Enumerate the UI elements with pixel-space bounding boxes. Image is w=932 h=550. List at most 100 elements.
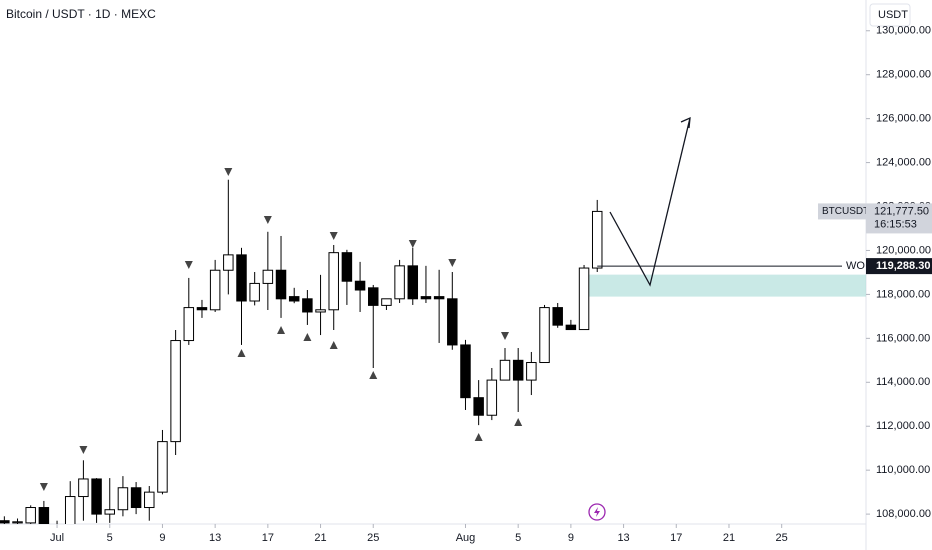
y-tick-label: 114,000.00 (876, 376, 930, 388)
y-tick-label: 128,000.00 (876, 69, 931, 81)
x-tick-label: 25 (776, 532, 788, 544)
signal-marker (39, 483, 48, 491)
candle-body (104, 509, 115, 515)
candle-body (209, 269, 221, 311)
y-tick-label: 112,000.00 (876, 420, 930, 432)
level-badge (866, 258, 932, 275)
candle-body (12, 521, 23, 524)
y-tick-label: 118,000.00 (876, 288, 930, 300)
y-tick-label: 110,000.00 (876, 464, 930, 476)
currency-box[interactable] (869, 3, 911, 27)
candle-body (275, 269, 287, 300)
candle-body (78, 478, 89, 498)
signal-marker (184, 261, 193, 269)
candle-body (354, 280, 366, 291)
candle-body (117, 487, 129, 511)
x-tick-label: 9 (568, 532, 574, 544)
price-badge (866, 203, 932, 234)
candle-body (25, 507, 36, 524)
signal-marker (277, 326, 286, 334)
candle-body (130, 487, 142, 509)
x-tick-label: 5 (107, 532, 113, 544)
candle-body (407, 265, 419, 300)
candle-body (157, 441, 168, 493)
candle-body (539, 307, 550, 364)
symbol-label: BTCUSDT (822, 206, 869, 217)
candle-body (591, 210, 603, 269)
candle-body (394, 265, 405, 300)
candle-body (381, 298, 392, 306)
signal-marker (369, 371, 378, 379)
candle-body (499, 359, 511, 381)
x-tick-label: Aug (456, 532, 476, 544)
candle-body (447, 298, 458, 346)
candle-body (91, 478, 102, 515)
candle-body (578, 267, 590, 331)
x-tick-label: 13 (617, 532, 629, 544)
x-tick-label: 17 (670, 532, 682, 544)
y-tick-label: 120,000.00 (876, 244, 931, 256)
x-tick-label: 13 (209, 532, 221, 544)
candle-body (196, 307, 208, 311)
candle-body (0, 520, 10, 524)
y-tick-label: 130,000.00 (876, 25, 931, 37)
signal-marker (329, 232, 338, 240)
level-name: WO (846, 260, 865, 272)
chart-title: Bitcoin / USDT · 1D · MEXC (6, 7, 156, 21)
candle-body (486, 379, 498, 416)
y-tick-label: 108,000.00 (876, 508, 931, 520)
signal-marker (501, 332, 510, 340)
signal-marker (263, 216, 272, 224)
price-label: 121,777.50 (874, 205, 929, 217)
candle-body (460, 344, 471, 399)
x-tick-label: 21 (723, 532, 735, 544)
signal-marker (514, 418, 523, 426)
candle-body (565, 324, 577, 331)
candle-body (302, 298, 313, 313)
signal-marker (329, 341, 338, 349)
arrow-drawing (609, 116, 691, 287)
candle-body (328, 252, 339, 311)
signal-marker (303, 333, 312, 341)
x-tick-label: 9 (159, 532, 165, 544)
candle-body (315, 309, 326, 313)
y-tick-label: 116,000.00 (876, 332, 930, 344)
candle-body (183, 307, 195, 342)
candle-body (262, 269, 274, 284)
signal-marker (79, 446, 88, 454)
candle-body (223, 254, 234, 271)
candle-body (288, 296, 300, 302)
level-label: 119,288.30 (876, 260, 930, 272)
signal-marker (448, 259, 457, 267)
candle-body (420, 296, 432, 300)
candle-body (368, 287, 379, 306)
x-tick-label: 5 (515, 532, 521, 544)
lightning-icon[interactable] (588, 503, 606, 521)
candle-body (249, 282, 260, 302)
candle-body (144, 491, 155, 509)
candle-body (552, 307, 563, 326)
y-tick-label: 124,000.00 (876, 156, 931, 168)
currency[interactable]: USDT (878, 9, 908, 21)
candle-body (236, 254, 247, 302)
signal-marker (224, 168, 233, 176)
candle-body (433, 296, 445, 300)
signal-marker (474, 433, 483, 441)
symbol-badge (818, 203, 866, 220)
plot (0, 168, 866, 524)
signal-marker (408, 240, 417, 248)
candle-body (64, 496, 76, 524)
x-tick-label: Jul (50, 532, 64, 544)
candle-body (526, 362, 537, 381)
x-tick-label: 17 (262, 532, 274, 544)
y-tick-label: 126,000.00 (876, 113, 931, 125)
candle-body (170, 340, 181, 443)
candle-body (341, 252, 353, 282)
zone (579, 274, 866, 297)
candle-body (473, 397, 484, 416)
candle-body (512, 359, 524, 381)
countdown: 16:15:53 (874, 218, 917, 230)
signal-marker (237, 349, 246, 357)
x-tick-label: 21 (314, 532, 326, 544)
